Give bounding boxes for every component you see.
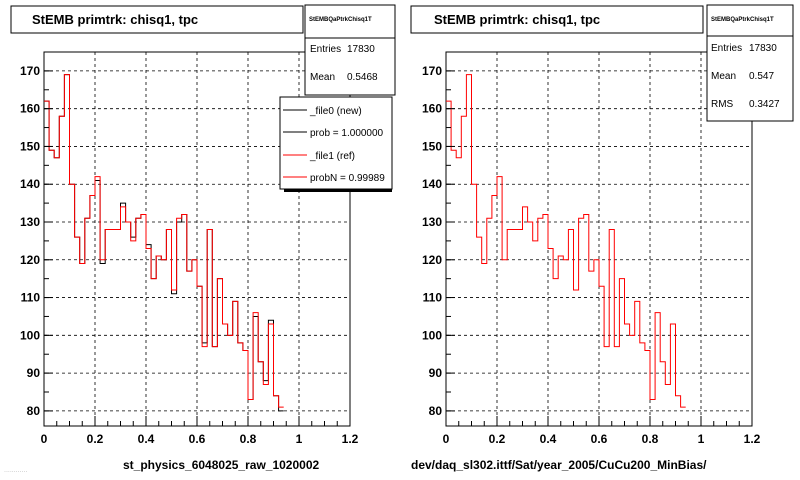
right-y-axis: 80 90 100 110 120 130 140 150 160 170 <box>422 64 442 418</box>
left-y-tick-label: 80 <box>27 404 41 418</box>
right-series <box>446 74 686 408</box>
right-stats-name: StEMBQaPtrkChisq1T <box>711 17 774 23</box>
right-y-tick-label: 110 <box>423 291 443 305</box>
right-x-tick-label: 0 <box>443 432 450 446</box>
legend-prob-label: prob = 1.000000 <box>310 128 384 139</box>
left-stats-entries-value: 17830 <box>347 44 375 55</box>
right-x-tick-label: 1.2 <box>744 432 761 446</box>
right-stats-entries-label: Entries <box>711 43 742 54</box>
left-x-axis-title: st_physics_6048025_raw_1020002 <box>123 458 319 472</box>
left-series <box>44 74 284 412</box>
left-y-tick-label: 170 <box>20 64 40 78</box>
legend-new-label: _file0 (new) <box>309 106 362 117</box>
right-y-tick-label: 90 <box>429 366 443 380</box>
right-x-tick-label: 0.8 <box>642 432 659 446</box>
right-stats-rms-label: RMS <box>711 99 734 110</box>
left-y-tick-label: 140 <box>20 177 40 191</box>
left-y-tick-label: 90 <box>27 366 41 380</box>
right-y-tick-label: 140 <box>422 177 442 191</box>
left-stats-mean-value: 0.5468 <box>347 72 378 83</box>
right-x-axis-title: dev/daq_sl302.ittf/Sat/year_2005/CuCu200… <box>411 458 707 472</box>
left-x-tick-label: 0.8 <box>240 432 257 446</box>
left-stats-name: StEMBQaPtrkChisq1T <box>309 17 372 23</box>
legend-probn-label: probN = 0.99989 <box>310 173 385 184</box>
left-x-tick-label: 1 <box>296 432 303 446</box>
left-y-tick-label: 100 <box>20 328 40 342</box>
right-series-0-line <box>446 74 686 408</box>
left-y-tick-label: 150 <box>20 139 40 153</box>
right-x-tick-label: 0.2 <box>489 432 506 446</box>
legend-box <box>279 96 393 190</box>
left-y-tick-label: 110 <box>21 291 41 305</box>
right-y-tick-label: 170 <box>422 64 442 78</box>
right-y-tick-label: 80 <box>429 404 443 418</box>
left-x-tick-label: 0.2 <box>87 432 104 446</box>
right-stats-rms-value: 0.3427 <box>749 99 780 110</box>
left-footer-faint: ............ <box>4 467 27 474</box>
left-y-axis: 80 90 100 110 120 130 140 150 160 170 <box>20 64 40 418</box>
left-stats-entries-label: Entries <box>310 44 341 55</box>
left-x-tick-label: 1.2 <box>342 432 359 446</box>
right-y-tick-label: 100 <box>422 328 442 342</box>
left-x-axis: 0 0.2 0.4 0.6 0.8 1 1.2 <box>41 70 359 446</box>
right-y-tick-label: 120 <box>422 253 442 267</box>
left-y-tick-label: 120 <box>20 253 40 267</box>
right-y-tick-label: 160 <box>422 102 442 116</box>
left-x-tick-label: 0.4 <box>138 432 155 446</box>
left-panel: StEMB primtrk: chisq1, tpc 0 0.2 0.4 0.6 0.8… <box>4 4 396 474</box>
right-x-tick-label: 1 <box>698 432 705 446</box>
legend-ref-label: _file1 (ref) <box>309 151 355 162</box>
right-panel: StEMB primtrk: chisq1, tpc 0 0.2 0.4 0.6 0.8… <box>410 4 794 472</box>
right-y-tick-label: 130 <box>422 215 442 229</box>
left-title: StEMB primtrk: chisq1, tpc <box>32 12 198 27</box>
right-x-axis: 0 0.2 0.4 0.6 0.8 1 1.2 <box>443 70 761 446</box>
left-series-1-line <box>44 74 284 408</box>
left-y-tick-label: 160 <box>20 102 40 116</box>
right-title-box <box>410 5 704 34</box>
left-stats-mean-label: Mean <box>310 72 335 83</box>
left-x-tick-label: 0.6 <box>189 432 206 446</box>
left-title-box <box>10 5 304 34</box>
right-stats-mean-value: 0.547 <box>749 71 774 82</box>
right-stats-entries-value: 17830 <box>749 43 777 54</box>
right-stats-mean-label: Mean <box>711 71 736 82</box>
right-stats-box <box>706 4 794 122</box>
right-y-tick-label: 150 <box>422 139 442 153</box>
left-x-tick-label: 0 <box>41 432 48 446</box>
right-x-tick-label: 0.6 <box>591 432 608 446</box>
right-x-tick-label: 0.4 <box>540 432 557 446</box>
right-grid <box>446 52 752 426</box>
left-y-tick-label: 130 <box>20 215 40 229</box>
left-stats-box <box>304 4 396 96</box>
right-title: StEMB primtrk: chisq1, tpc <box>434 12 600 27</box>
